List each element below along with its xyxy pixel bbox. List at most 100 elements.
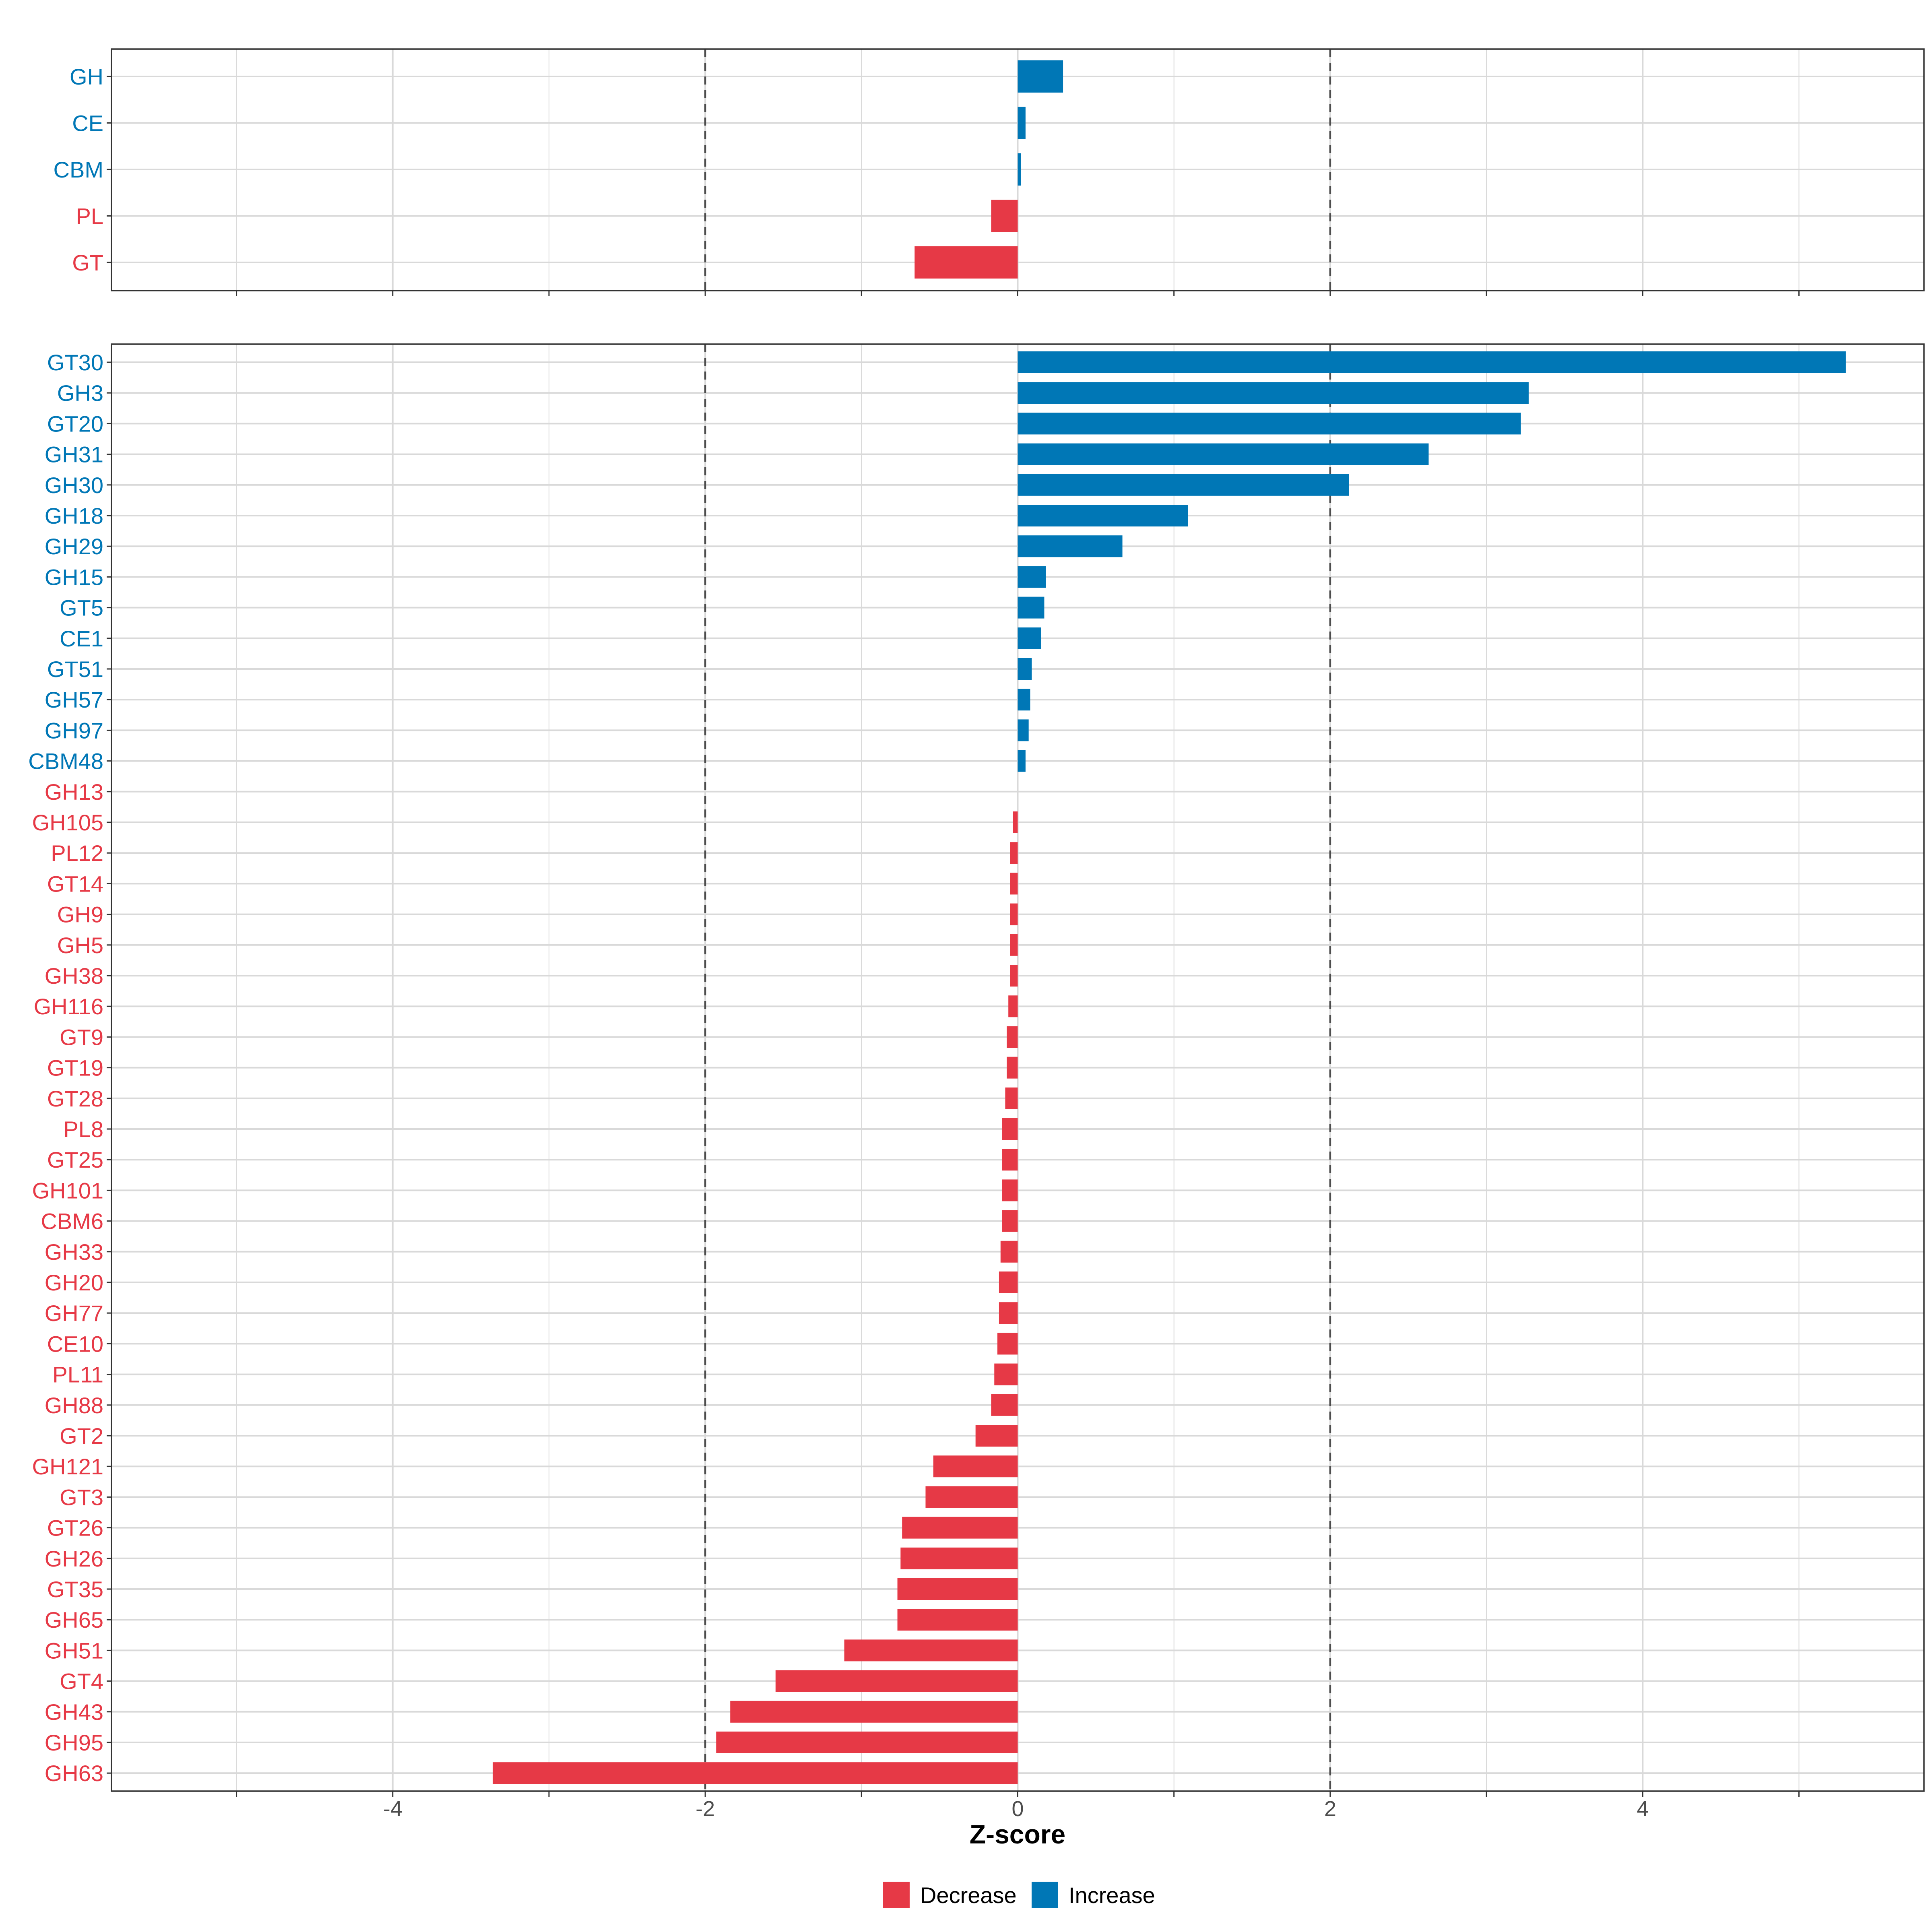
legend-key-increase <box>1032 1882 1058 1908</box>
legend: Decrease Increase <box>883 1882 1155 1908</box>
bar-gt28 <box>1005 1087 1018 1109</box>
category-label-gh95: GH95 <box>45 1730 103 1755</box>
bar-ce1 <box>1018 627 1041 649</box>
bar-gh65 <box>897 1609 1018 1631</box>
families-panel: GH CE CBM PL GT <box>54 48 1925 296</box>
category-label-gh5: GH5 <box>57 933 103 958</box>
category-label-gh101: GH101 <box>32 1178 103 1203</box>
category-label-gt20: GT20 <box>47 411 103 436</box>
subfamilies-panel: GT30 GH3 GT20 GH31 GH30 GH18 GH29 GH15 GT5 CE1 GT5… <box>28 343 1925 1797</box>
bar-pl12 <box>1010 842 1018 864</box>
category-label-gt19: GT19 <box>47 1055 103 1081</box>
category-label-gh51: GH51 <box>45 1638 103 1663</box>
category-label-gh9: GH9 <box>57 902 103 927</box>
category-label-gh26: GH26 <box>45 1546 103 1571</box>
x-tick-label: 0 <box>1011 1797 1024 1821</box>
category-label-gh29: GH29 <box>45 534 103 559</box>
category-label-pl12: PL12 <box>51 840 103 866</box>
bar-pl11 <box>994 1363 1018 1385</box>
bar-gh43 <box>730 1701 1018 1723</box>
bar-gh5 <box>1010 934 1018 956</box>
bar-gh18 <box>1018 505 1188 526</box>
category-label-gt26: GT26 <box>47 1515 103 1541</box>
category-label-gt28: GT28 <box>47 1086 103 1111</box>
category-label-gt14: GT14 <box>47 871 103 896</box>
bar-pl <box>991 200 1018 232</box>
bar-gh101 <box>1002 1179 1018 1201</box>
bar-gh38 <box>1010 965 1018 987</box>
category-label-gh57: GH57 <box>45 687 103 712</box>
category-label-gh97: GH97 <box>45 718 103 743</box>
category-label-gh43: GH43 <box>45 1699 103 1725</box>
category-label-gt35: GT35 <box>47 1577 103 1602</box>
category-label-pl8: PL8 <box>63 1117 103 1142</box>
legend-label-increase: Increase <box>1069 1882 1155 1908</box>
bar-gh9 <box>1010 903 1018 925</box>
bar-cbm6 <box>1002 1210 1018 1232</box>
category-label-gh13: GH13 <box>45 779 103 805</box>
bar-gh <box>1018 60 1063 93</box>
category-label-gt9: GT9 <box>60 1024 103 1050</box>
bar-gt <box>914 246 1018 279</box>
bar-cbm <box>1018 153 1021 186</box>
bar-gh95 <box>716 1732 1018 1753</box>
bar-gt35 <box>897 1578 1018 1600</box>
x-axis: -4 -2 0 2 4 <box>383 1797 1649 1821</box>
bar-gh116 <box>1008 995 1018 1018</box>
bar-gh33 <box>1000 1241 1018 1263</box>
category-label-gt3: GT3 <box>60 1484 103 1510</box>
bar-gh29 <box>1018 535 1123 557</box>
category-label-cbm6: CBM6 <box>41 1209 103 1234</box>
bar-pl8 <box>1002 1118 1018 1140</box>
bar-gt26 <box>902 1517 1018 1539</box>
bar-gt5 <box>1018 597 1044 619</box>
bar-cbm48 <box>1018 750 1026 772</box>
category-label-gh20: GH20 <box>45 1270 103 1295</box>
category-label-gh: GH <box>70 64 103 89</box>
category-label-gh3: GH3 <box>57 380 103 406</box>
x-tick-label: 4 <box>1637 1797 1649 1821</box>
bar-gh63 <box>493 1762 1018 1784</box>
x-tick-label: -4 <box>383 1797 402 1821</box>
bar-gt51 <box>1018 658 1032 680</box>
bar-gh30 <box>1018 474 1349 496</box>
bar-ce10 <box>997 1333 1018 1355</box>
bar-gt2 <box>975 1425 1018 1447</box>
bar-gh26 <box>900 1547 1018 1569</box>
bar-gh15 <box>1018 566 1046 588</box>
legend-label-decrease: Decrease <box>920 1882 1017 1908</box>
category-label-gh121: GH121 <box>32 1454 103 1479</box>
x-tick-label: -2 <box>696 1797 715 1821</box>
bar-gh88 <box>991 1394 1018 1416</box>
bar-gh105 <box>1013 811 1018 833</box>
bar-gh57 <box>1018 689 1030 711</box>
category-label-gh30: GH30 <box>45 473 103 498</box>
category-label-gt30: GT30 <box>47 350 103 375</box>
bar-gt25 <box>1002 1149 1018 1171</box>
category-label-gt2: GT2 <box>60 1423 103 1449</box>
legend-key-decrease <box>883 1882 910 1908</box>
bar-gh97 <box>1018 719 1029 741</box>
bar-gh77 <box>999 1302 1018 1324</box>
category-label-pl: PL <box>76 204 104 229</box>
bar-gh121 <box>933 1455 1018 1478</box>
bar-gt9 <box>1007 1026 1018 1048</box>
category-label-gt4: GT4 <box>60 1669 103 1694</box>
category-label-gh65: GH65 <box>45 1607 103 1633</box>
bar-gt20 <box>1018 413 1521 435</box>
category-label-cbm: CBM <box>54 157 103 182</box>
category-label-gt5: GT5 <box>60 595 103 621</box>
category-label-ce: CE <box>72 111 103 136</box>
category-label-gh18: GH18 <box>45 503 103 528</box>
category-label-gt51: GT51 <box>47 656 103 682</box>
category-label-gh31: GH31 <box>45 442 103 467</box>
bar-gh31 <box>1018 443 1429 465</box>
category-label-gh105: GH105 <box>32 810 103 835</box>
bar-gt19 <box>1007 1057 1018 1079</box>
bar-gh51 <box>844 1639 1018 1662</box>
bar-gh20 <box>999 1271 1018 1293</box>
category-label-ce1: CE1 <box>60 626 103 651</box>
x-tick-label: 2 <box>1324 1797 1336 1821</box>
category-label-gt25: GT25 <box>47 1147 103 1172</box>
